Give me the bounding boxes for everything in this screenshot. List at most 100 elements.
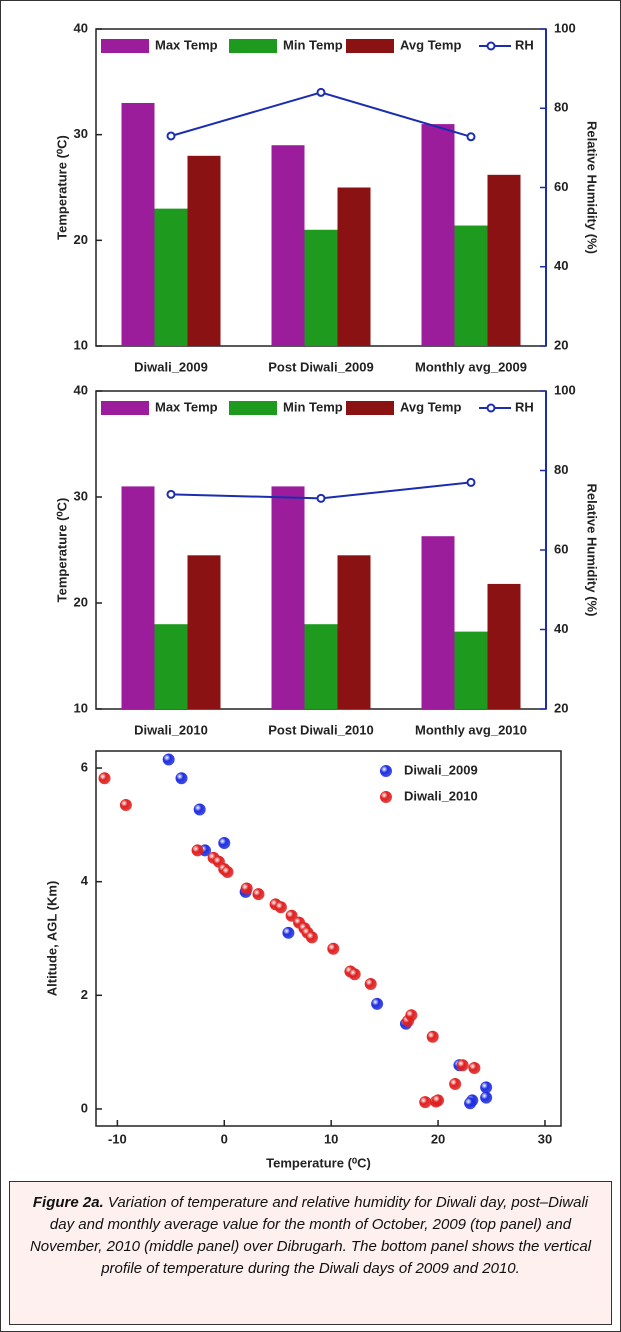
y-tick-label: 30 (74, 126, 88, 141)
scatter-point (480, 1091, 493, 1104)
y-tick-label: 30 (74, 488, 88, 503)
scatter-point (252, 888, 265, 901)
y2-tick-label: 60 (554, 541, 568, 556)
rh-marker (166, 489, 176, 499)
scatter-point (193, 803, 206, 816)
scatter-point (119, 798, 132, 811)
rh-marker (466, 132, 476, 142)
x-tick-label: 20 (431, 1131, 445, 1146)
scatter-point (327, 942, 340, 955)
x-axis-title: Temperature (⁰C) (266, 1155, 371, 1170)
y-tick-label: 40 (74, 382, 88, 397)
legend-swatch (380, 765, 392, 777)
bar (271, 145, 305, 346)
x-tick-label: Post Diwali_2009 (268, 359, 374, 374)
scatter-point (426, 1030, 439, 1043)
scatter-point (221, 866, 234, 879)
legend-label: Max Temp (155, 37, 218, 52)
legend-swatch (101, 401, 149, 415)
legend-label: Avg Temp (400, 37, 461, 52)
y-tick-label: 4 (81, 873, 89, 888)
legend-label: Max Temp (155, 399, 218, 414)
legend-swatch (380, 791, 392, 803)
scatter-point (456, 1059, 469, 1072)
bar (454, 631, 488, 709)
scatter-point (191, 844, 204, 857)
scatter-point (282, 926, 295, 939)
y-tick-label: 20 (74, 594, 88, 609)
rh-marker (316, 87, 326, 97)
bar (154, 624, 188, 709)
legend-label: RH (515, 37, 534, 52)
y-axis-title: Temperature (⁰C) (54, 135, 69, 240)
scatter-point (175, 772, 188, 785)
scatter-point (364, 977, 377, 990)
y2-tick-label: 20 (554, 700, 568, 715)
y2-tick-label: 40 (554, 258, 568, 273)
bar (421, 124, 455, 346)
bar (121, 102, 155, 346)
legend-swatch (346, 39, 394, 53)
x-tick-label: 10 (324, 1131, 338, 1146)
scatter-point (468, 1062, 481, 1075)
y-tick-label: 10 (74, 700, 88, 715)
y-axis-title: Temperature (⁰C) (54, 498, 69, 603)
legend-label: Avg Temp (400, 399, 461, 414)
legend-label: Min Temp (283, 399, 343, 414)
legend-swatch (486, 403, 496, 413)
y-tick-label: 40 (74, 20, 88, 35)
bar (337, 187, 371, 346)
scatter-point (98, 772, 111, 785)
x-tick-label: Monthly avg_2010 (415, 722, 527, 737)
y2-axis-title: Relative Humidity (%) (585, 484, 600, 617)
y2-tick-label: 20 (554, 337, 568, 352)
legend-swatch (486, 41, 496, 51)
x-tick-label: -10 (108, 1131, 127, 1146)
legend-swatch (229, 401, 277, 415)
scatter-point (162, 753, 175, 766)
rh-marker (466, 477, 476, 487)
bar (304, 624, 338, 709)
y2-tick-label: 100 (554, 20, 576, 35)
scatter-point (419, 1096, 432, 1109)
y-tick-label: 20 (74, 232, 88, 247)
bar (304, 229, 338, 346)
y2-tick-label: 100 (554, 382, 576, 397)
legend-label: Min Temp (283, 37, 343, 52)
y-tick-label: 2 (81, 987, 88, 1002)
x-tick-label: 0 (221, 1131, 228, 1146)
bar (487, 583, 521, 709)
scatter-point (464, 1097, 477, 1110)
legend-swatch (101, 39, 149, 53)
y-tick-label: 6 (81, 759, 88, 774)
scatter-point (449, 1077, 462, 1090)
bar (121, 486, 155, 709)
y2-tick-label: 80 (554, 100, 568, 115)
y2-tick-label: 80 (554, 462, 568, 477)
legend-label: Diwali_2009 (404, 762, 478, 777)
y-tick-label: 0 (81, 1100, 88, 1115)
caption-text: Variation of temperature and relative hu… (29, 1194, 592, 1277)
bar (337, 555, 371, 709)
legend-swatch (229, 39, 277, 53)
bar (187, 555, 221, 709)
legend-label: Diwali_2010 (404, 788, 478, 803)
scatter-point (348, 968, 361, 981)
x-tick-label: Diwali_2010 (134, 722, 208, 737)
scatter-point (274, 901, 287, 914)
legend-label: RH (515, 399, 534, 414)
scatter-point (371, 997, 384, 1010)
x-tick-label: 30 (538, 1131, 552, 1146)
bar (187, 155, 221, 346)
y2-axis-title: Relative Humidity (%) (585, 121, 600, 254)
rh-marker (166, 131, 176, 141)
scatter-point (405, 1009, 418, 1022)
scatter-point (432, 1094, 445, 1107)
scatter-point (240, 882, 253, 895)
caption-label: Figure 2a. (32, 1194, 104, 1211)
scatter-point (218, 837, 231, 850)
caption: Figure 2a. Variation of temperature and … (9, 1181, 612, 1325)
legend-swatch (346, 401, 394, 415)
